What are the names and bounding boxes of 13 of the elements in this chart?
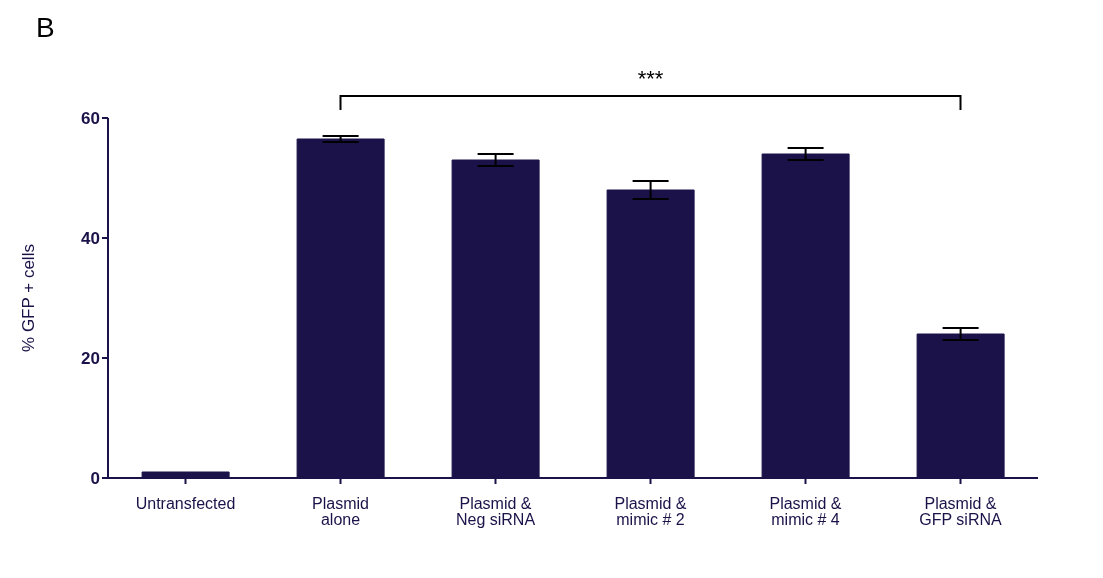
y-tick-label: 20 [81,349,100,369]
y-tick-label: 0 [90,469,100,489]
x-tick-label: Plasmid & Neg siRNA [455,495,536,529]
x-tick-label: Plasmid alone [312,495,369,529]
x-tick-label: Untransfected [135,495,236,513]
x-tick-label: Plasmid & mimic # 4 [769,495,842,529]
x-tick-label: Plasmid & mimic # 2 [614,495,687,529]
y-tick-label: 60 [81,109,100,129]
text: *** [637,66,664,91]
x-tick-label: Plasmid & GFP siRNA [919,495,1003,529]
y-tick-label: 40 [81,229,100,249]
chart-title: B [36,12,55,44]
y-axis-title: % GFP + cells [19,244,39,352]
